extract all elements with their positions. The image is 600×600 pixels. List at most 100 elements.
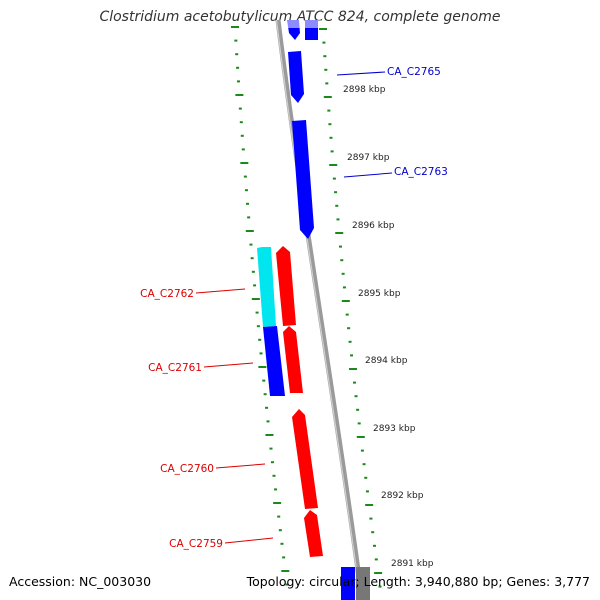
- tick-mark: [357, 422, 361, 425]
- tick-mark: [364, 476, 368, 479]
- tick-mark: [330, 150, 334, 153]
- tick-mark: [247, 216, 251, 219]
- tick-mark: [332, 177, 336, 180]
- tick-mark: [334, 191, 338, 194]
- tick-label: 2891 kbp: [391, 559, 434, 569]
- map-title: Clostridium acetobutylicum ATCC 824, com…: [99, 9, 501, 25]
- tick-mark: [265, 406, 269, 409]
- gene-label-CA_C2765[interactable]: CA_C2765: [387, 66, 441, 78]
- tick-mark: [329, 164, 338, 166]
- tick-mark: [335, 204, 339, 207]
- gene-feature-bottom-gray[interactable]: [356, 567, 370, 600]
- tick-mark: [353, 381, 357, 384]
- leader-line-CA_C2761: [203, 362, 254, 368]
- tick-mark: [239, 121, 243, 124]
- tick-mark: [280, 542, 284, 545]
- tick-mark: [245, 230, 254, 232]
- tick-mark: [378, 585, 382, 588]
- gene-CA_C2765[interactable]: [288, 51, 304, 103]
- tick-mark: [282, 556, 286, 559]
- gene-CA_C2762[interactable]: [276, 246, 296, 326]
- tick-mark: [336, 218, 340, 221]
- tick-mark: [266, 420, 270, 423]
- tick-mark: [240, 134, 244, 137]
- tick-mark: [263, 393, 267, 396]
- tick-mark: [371, 531, 375, 534]
- tick-mark: [372, 544, 376, 547]
- tick-mark: [235, 94, 244, 96]
- tick-mark: [246, 202, 250, 205]
- tick-mark: [251, 270, 255, 273]
- tick-mark: [278, 529, 282, 532]
- gene-label-CA_C2761[interactable]: CA_C2761: [148, 362, 202, 374]
- tick-mark: [269, 447, 273, 450]
- tick-mark: [231, 26, 239, 28]
- tick-mark: [240, 162, 249, 164]
- tick-mark: [265, 434, 274, 436]
- tick-labels: 2898 kbp 2897 kbp 2896 kbp 2895 kbp 2894…: [343, 85, 434, 569]
- tick-mark: [273, 502, 282, 504]
- inner-tick-ring: [231, 26, 290, 586]
- tick-mark: [238, 107, 242, 110]
- tick-mark: [329, 136, 333, 139]
- tick-mark: [253, 284, 257, 287]
- tick-mark: [369, 517, 373, 520]
- tick-mark: [323, 55, 327, 58]
- genome-summary-text: Topology: circular; Length: 3,940,880 bp…: [246, 574, 590, 589]
- tick-label: 2894 kbp: [365, 356, 408, 366]
- tick-mark: [236, 66, 240, 69]
- tick-mark: [324, 68, 328, 71]
- leader-line-CA_C2765: [336, 71, 386, 76]
- tick-mark: [347, 327, 351, 330]
- leader-line-CA_C2760: [215, 463, 266, 469]
- gene-label-CA_C2763[interactable]: CA_C2763: [394, 166, 448, 178]
- tick-mark: [236, 80, 240, 83]
- gene-feature-cyan[interactable]: [257, 247, 276, 327]
- tick-label: 2895 kbp: [358, 289, 401, 299]
- tick-mark: [340, 259, 344, 262]
- gene-feature-top-fade: [285, 20, 321, 28]
- tick-mark: [285, 583, 289, 586]
- genome-backbone: [275, 19, 365, 600]
- tick-mark: [259, 352, 263, 355]
- tick-label: 2897 kbp: [347, 153, 390, 163]
- gene-CA_C2760[interactable]: [292, 409, 318, 509]
- tick-mark: [360, 449, 364, 452]
- leader-line-CA_C2763: [343, 172, 393, 178]
- tick-label: 2898 kbp: [343, 85, 386, 95]
- gene-CA_C2761[interactable]: [283, 326, 303, 393]
- gene-feature-bottom-blue[interactable]: [341, 567, 355, 600]
- tick-mark: [256, 325, 260, 328]
- gene-CA_C2759[interactable]: [304, 510, 323, 557]
- tick-mark: [328, 123, 332, 126]
- leader-line-CA_C2762: [195, 288, 246, 294]
- gene-label-CA_C2762[interactable]: CA_C2762: [140, 288, 194, 300]
- tick-mark: [243, 175, 247, 178]
- tick-mark: [234, 39, 238, 42]
- tick-mark: [345, 313, 349, 316]
- tick-label: 2892 kbp: [381, 491, 424, 501]
- gene-label-CA_C2759[interactable]: CA_C2759: [169, 538, 223, 550]
- tick-mark: [325, 82, 329, 85]
- tick-mark: [272, 474, 276, 477]
- leader-line-CA_C2759: [224, 537, 274, 544]
- tick-mark: [323, 96, 332, 98]
- tick-mark: [356, 408, 360, 411]
- tick-mark: [335, 232, 344, 234]
- tick-mark: [241, 148, 245, 151]
- tick-mark: [342, 286, 346, 289]
- tick-mark: [362, 463, 366, 466]
- tick-mark: [262, 379, 266, 382]
- tick-mark: [374, 572, 383, 574]
- genome-backbone-highlight: [275, 19, 362, 600]
- tick-mark: [374, 558, 378, 561]
- tick-label: 2896 kbp: [352, 221, 395, 231]
- tick-label: 2893 kbp: [373, 424, 416, 434]
- tick-mark: [365, 490, 369, 493]
- gene-feature-blue-lower[interactable]: [263, 326, 285, 396]
- tick-mark: [341, 272, 345, 275]
- tick-mark: [322, 41, 326, 44]
- gene-CA_C2763[interactable]: [292, 120, 314, 239]
- gene-label-CA_C2760[interactable]: CA_C2760: [160, 463, 214, 475]
